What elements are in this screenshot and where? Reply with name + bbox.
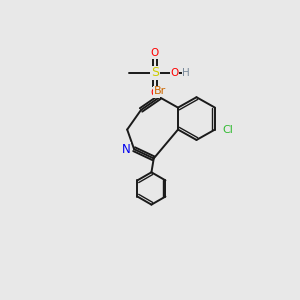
Text: H: H [182, 68, 190, 78]
Text: N: N [122, 143, 130, 156]
Text: Cl: Cl [222, 124, 233, 135]
Text: O: O [170, 68, 179, 78]
Text: S: S [151, 67, 159, 80]
Text: O: O [151, 88, 159, 98]
Text: O: O [151, 48, 159, 58]
Text: Br: Br [153, 86, 166, 96]
